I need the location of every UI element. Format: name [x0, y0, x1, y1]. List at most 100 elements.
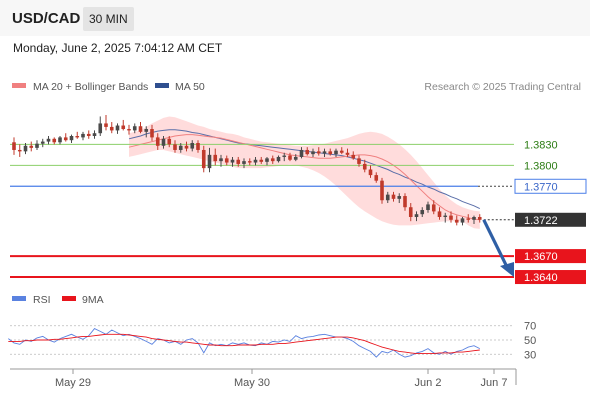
candle	[86, 130, 91, 139]
candle	[132, 123, 137, 134]
level-label-2: 1.3770	[524, 181, 558, 193]
candle	[236, 156, 241, 167]
candle	[167, 136, 172, 148]
candle	[247, 158, 252, 166]
legend-label-ma50: MA 50	[175, 81, 205, 93]
candle	[127, 124, 131, 135]
ma50-line	[128, 129, 481, 210]
level-label-bg-2	[514, 178, 587, 194]
level-label-4: 1.3670	[524, 251, 558, 263]
symbol-title: USD/CAD	[12, 10, 81, 27]
candle	[173, 140, 177, 153]
candle	[351, 151, 356, 160]
candle	[443, 212, 448, 223]
moving-averages	[128, 129, 481, 221]
rsi-legend: RSI 9MA	[12, 294, 104, 306]
candle	[380, 177, 384, 204]
candle	[322, 148, 327, 157]
candle	[299, 147, 304, 159]
level-label-bg-5	[515, 270, 586, 285]
candle	[35, 140, 39, 150]
copyright-text: Research © 2025 Trading Central	[424, 81, 581, 93]
level-label-3: 1.3722	[524, 215, 558, 227]
candle	[52, 137, 57, 145]
candle	[368, 165, 373, 178]
candle	[98, 116, 103, 137]
level-label-0: 1.3830	[524, 139, 558, 151]
candle	[374, 172, 379, 183]
candle	[58, 136, 62, 145]
candle	[207, 147, 212, 173]
candle	[362, 159, 367, 173]
candle	[92, 130, 97, 139]
candle	[253, 156, 258, 166]
candle	[230, 156, 235, 167]
candle	[115, 123, 120, 134]
candle	[23, 142, 28, 155]
candles	[12, 115, 482, 226]
legend-label-9ma: 9MA	[82, 294, 104, 306]
candle	[311, 148, 315, 157]
candle	[466, 214, 471, 223]
level-label-bg-3	[515, 212, 586, 227]
candle	[397, 193, 402, 204]
candle	[213, 148, 218, 166]
candle	[138, 122, 143, 134]
candle	[29, 141, 34, 152]
candle	[224, 155, 229, 166]
forecast-arrow-shaft	[482, 219, 510, 270]
candle	[276, 155, 281, 163]
candle	[81, 131, 85, 141]
candle	[345, 148, 350, 157]
legend-swatch-ma20	[12, 83, 26, 88]
candle	[40, 138, 45, 148]
x-tick-label: May 29	[55, 377, 91, 389]
candle	[305, 147, 310, 156]
x-tick-label: Jun 7	[481, 377, 508, 389]
level-label-bg-4	[515, 249, 586, 264]
candle	[259, 156, 264, 164]
price-levels	[10, 143, 514, 279]
candle	[69, 134, 74, 143]
rsi-tick-label: 30	[524, 349, 536, 361]
candle	[104, 115, 108, 131]
x-axis-ticks: May 29 May 30 Jun 2 Jun 7	[55, 369, 508, 389]
legend-swatch-rsi	[12, 296, 26, 301]
level-labels: 1.3830 1.3800 1.3770 1.3722 1.3670 1.3640	[514, 139, 587, 285]
candle	[46, 136, 51, 145]
rsi-tick-labels: 70 50 30	[524, 321, 536, 362]
candle	[270, 155, 275, 164]
legend-swatch-9ma	[62, 296, 76, 301]
candle	[288, 152, 292, 162]
level-label-5: 1.3640	[524, 272, 558, 284]
candle	[408, 203, 413, 222]
x-tick-label: Jun 2	[415, 377, 442, 389]
forecast-arrow	[482, 219, 514, 278]
rsi-tick-label: 70	[524, 321, 536, 333]
candle	[265, 156, 269, 166]
candle	[161, 136, 166, 149]
legend-label-rsi: RSI	[33, 294, 51, 306]
candle	[109, 122, 114, 134]
candle	[437, 207, 442, 220]
candle	[178, 142, 183, 153]
candle	[385, 191, 390, 204]
candle	[282, 152, 287, 162]
candle	[201, 145, 206, 173]
candle	[431, 200, 436, 215]
candle	[339, 147, 344, 155]
candle	[391, 191, 396, 202]
x-tick-label: May 30	[234, 377, 270, 389]
rsi-line	[8, 328, 481, 358]
rsi-ma-line	[8, 333, 480, 355]
candle	[477, 214, 482, 223]
bollinger-band-area	[129, 116, 480, 229]
candle	[403, 193, 407, 211]
candle	[190, 140, 195, 152]
candle	[357, 155, 361, 167]
datetime-label: Monday, June 2, 2025 7:04:12 AM CET	[13, 41, 223, 55]
candle	[460, 216, 465, 226]
ma20-line	[128, 134, 480, 221]
top-bar: USD/CAD 30 MIN	[0, 0, 590, 36]
timeframe-badge[interactable]: 30 MIN	[83, 7, 134, 31]
